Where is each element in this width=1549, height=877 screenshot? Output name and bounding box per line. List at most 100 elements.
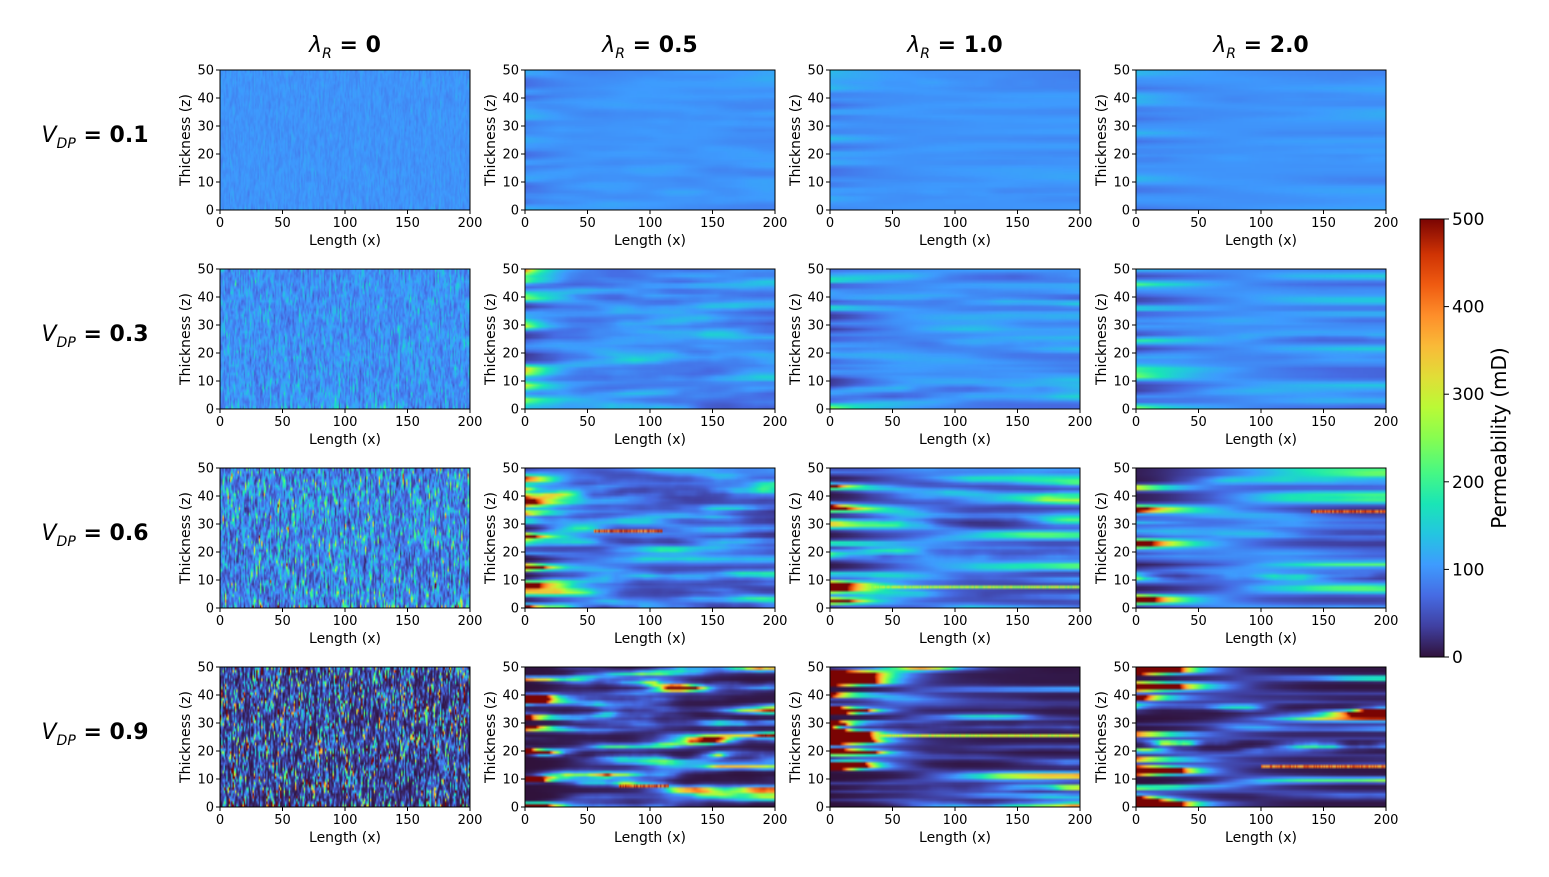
colorbar-tick-label: 300	[1452, 385, 1484, 405]
y-tick-label: 40	[1113, 490, 1130, 505]
x-axis-label: Length (x)	[309, 233, 381, 249]
y-tick-label: 40	[502, 490, 519, 505]
y-tick-label: 40	[502, 92, 519, 107]
y-axis-label: Thickness (z)	[483, 293, 499, 386]
x-tick-label: 150	[700, 614, 725, 629]
y-tick-label: 10	[1113, 574, 1130, 589]
colorbar: 0 100 200 300 400 500 Permeability (mD)	[1419, 210, 1511, 668]
y-axis-label: Thickness (z)	[483, 94, 499, 187]
y-tick-label: 30	[1113, 518, 1130, 533]
y-tick-label: 10	[197, 176, 214, 191]
heatmap-image	[525, 667, 775, 807]
y-tick-label: 0	[511, 403, 519, 418]
panel-vdp-0.6-lambda-2: 0 50 100 150 200 0 10 20 30 40 50 Length (x) Thickne…	[1094, 462, 1398, 648]
x-tick-label: 50	[1190, 813, 1207, 828]
x-tick-label: 0	[521, 216, 529, 231]
row-headers: VDP = 0.1 VDP = 0.3 VDP = 0.6 VDP = 0.9	[41, 123, 148, 749]
column-header-lambda-2.0: λR = 2.0	[1212, 33, 1309, 62]
y-tick-label: 20	[197, 546, 214, 561]
y-tick-label: 0	[206, 403, 214, 418]
x-axis-label: Length (x)	[919, 233, 991, 249]
x-axis-label: Length (x)	[614, 631, 686, 647]
y-tick-label: 50	[197, 661, 214, 676]
panel-vdp-0.1-lambda-0: 0 50 100 150 200 0 10 20 30 40 50 Length (x) Thickne…	[178, 64, 482, 250]
y-tick-label: 30	[197, 319, 214, 334]
x-tick-label: 0	[1132, 216, 1140, 231]
x-tick-label: 100	[638, 614, 663, 629]
y-tick-label: 40	[197, 291, 214, 306]
panel-vdp-0.9-lambda-1: 0 50 100 150 200 0 10 20 30 40 50 Length (x) Thickne…	[788, 661, 1092, 847]
y-tick-label: 20	[1113, 148, 1130, 163]
y-tick-label: 40	[807, 92, 824, 107]
x-tick-label: 200	[1068, 415, 1093, 430]
panel-vdp-0.3-lambda-1: 0 50 100 150 200 0 10 20 30 40 50 Length (x) Thickne…	[788, 263, 1092, 449]
x-axis-label: Length (x)	[614, 233, 686, 249]
y-tick-label: 0	[816, 403, 824, 418]
x-tick-label: 200	[1374, 614, 1399, 629]
x-tick-label: 50	[884, 216, 901, 231]
x-tick-label: 100	[943, 415, 968, 430]
x-tick-label: 150	[1311, 813, 1336, 828]
y-tick-label: 20	[1113, 745, 1130, 760]
x-tick-label: 200	[458, 813, 483, 828]
x-tick-label: 0	[1132, 813, 1140, 828]
y-tick-label: 30	[1113, 120, 1130, 135]
y-tick-label: 30	[502, 120, 519, 135]
x-tick-label: 50	[1190, 614, 1207, 629]
y-tick-label: 50	[807, 661, 824, 676]
x-tick-label: 200	[458, 614, 483, 629]
x-tick-label: 100	[333, 415, 358, 430]
heatmap-image	[1136, 269, 1386, 409]
panel-vdp-0.9-lambda-0: 0 50 100 150 200 0 10 20 30 40 50 Length (x) Thickne…	[178, 661, 482, 847]
x-tick-label: 50	[884, 813, 901, 828]
heatmap-image	[220, 468, 470, 608]
y-tick-label: 50	[807, 462, 824, 477]
y-tick-label: 0	[511, 801, 519, 816]
y-axis-label: Thickness (z)	[178, 492, 194, 585]
y-tick-label: 50	[197, 64, 214, 79]
colorbar-tick-label: 200	[1452, 473, 1484, 493]
y-tick-label: 10	[502, 176, 519, 191]
x-tick-label: 100	[333, 614, 358, 629]
x-tick-label: 50	[274, 813, 291, 828]
x-tick-label: 50	[579, 216, 596, 231]
y-tick-label: 0	[511, 204, 519, 219]
y-tick-label: 10	[1113, 176, 1130, 191]
y-tick-label: 0	[511, 602, 519, 617]
heatmap-image	[1136, 468, 1386, 608]
column-headers: λR = 0 λR = 0.5 λR = 1.0 λR = 2.0	[308, 33, 1309, 62]
x-tick-label: 200	[763, 614, 788, 629]
x-tick-label: 50	[884, 614, 901, 629]
x-tick-label: 200	[458, 415, 483, 430]
x-axis-label: Length (x)	[919, 631, 991, 647]
x-axis-label: Length (x)	[1225, 830, 1297, 846]
y-axis-label: Thickness (z)	[1094, 293, 1110, 386]
colorbar-tick-label: 0	[1452, 648, 1463, 668]
x-tick-label: 150	[1005, 614, 1030, 629]
y-tick-label: 30	[197, 717, 214, 732]
y-tick-label: 20	[807, 347, 824, 362]
y-tick-label: 10	[807, 773, 824, 788]
y-tick-label: 40	[502, 689, 519, 704]
y-tick-label: 10	[502, 574, 519, 589]
y-tick-label: 30	[197, 518, 214, 533]
heatmap-image	[525, 468, 775, 608]
panel-vdp-0.3-lambda-0.5: 0 50 100 150 200 0 10 20 30 40 50 Length (x) Thickne…	[483, 263, 787, 449]
y-tick-label: 30	[807, 717, 824, 732]
y-tick-label: 40	[1113, 92, 1130, 107]
y-tick-label: 40	[807, 291, 824, 306]
x-tick-label: 150	[1311, 415, 1336, 430]
x-tick-label: 50	[1190, 216, 1207, 231]
y-tick-label: 50	[502, 64, 519, 79]
y-tick-label: 40	[1113, 291, 1130, 306]
x-tick-label: 150	[395, 415, 420, 430]
y-tick-label: 0	[1122, 403, 1130, 418]
column-header-lambda-0.5: λR = 0.5	[601, 33, 698, 62]
row-header-vdp-0.6: VDP = 0.6	[41, 521, 148, 550]
y-tick-label: 40	[197, 490, 214, 505]
x-tick-label: 100	[1249, 614, 1274, 629]
x-axis-label: Length (x)	[919, 432, 991, 448]
x-tick-label: 200	[458, 216, 483, 231]
